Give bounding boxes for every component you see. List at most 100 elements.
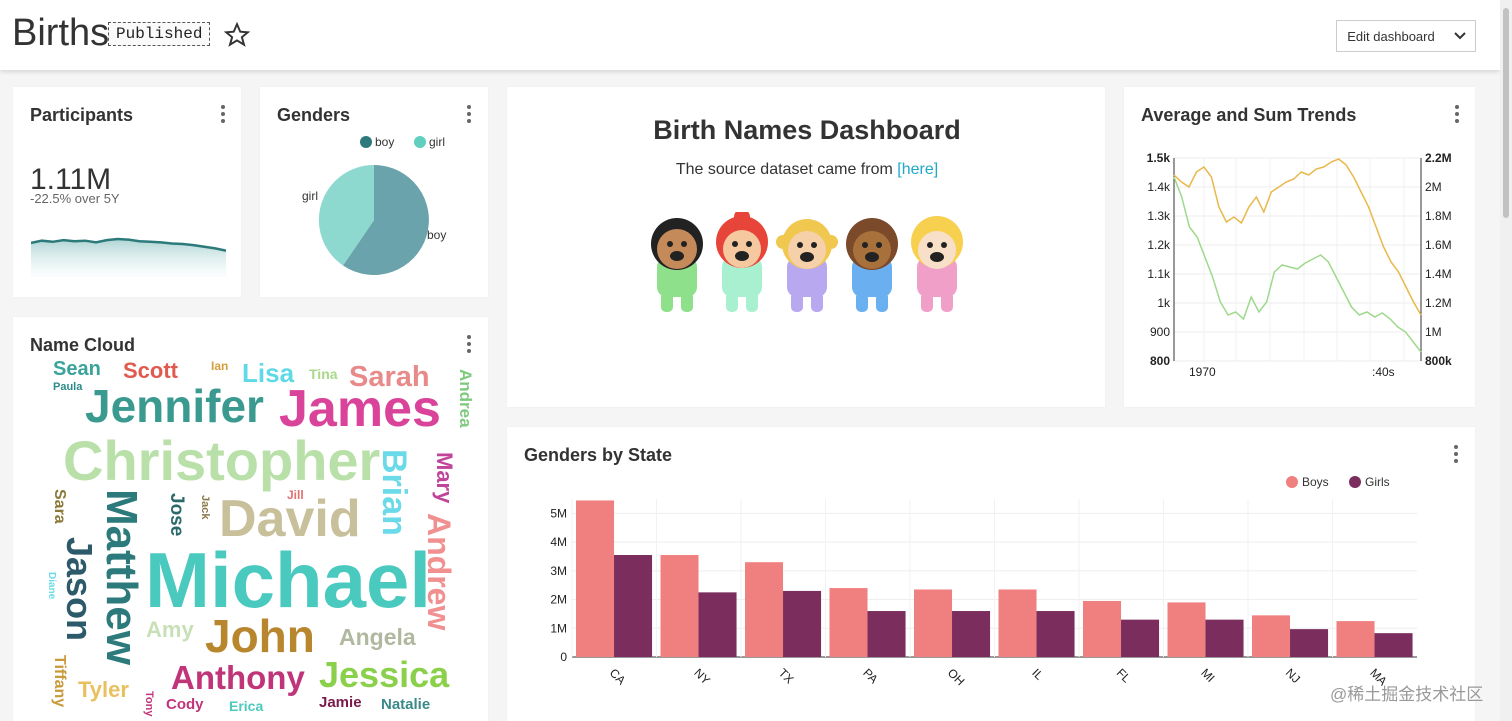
right-axis-tick: 800k bbox=[1425, 354, 1452, 368]
cloud-word[interactable]: Amy bbox=[146, 617, 194, 642]
cloud-word[interactable]: Jose bbox=[166, 493, 187, 537]
dashboard-title[interactable]: Births bbox=[12, 12, 110, 54]
markdown-text: The source dataset came from [here] bbox=[507, 161, 1107, 179]
x-axis-tick: NY bbox=[691, 666, 713, 688]
cloud-word[interactable]: Andrea bbox=[456, 369, 475, 428]
cloud-word[interactable]: Mary bbox=[432, 452, 457, 504]
x-axis-tick: PA bbox=[860, 666, 881, 687]
more-actions-dropdown-button[interactable] bbox=[1444, 20, 1476, 52]
left-axis-tick: 1.3k bbox=[1147, 209, 1171, 223]
trends-title: Average and Sum Trends bbox=[1141, 105, 1357, 125]
bar-girls[interactable] bbox=[1374, 633, 1413, 657]
cloud-word[interactable]: Matthew bbox=[97, 489, 146, 665]
cloud-word[interactable]: Ian bbox=[211, 359, 229, 373]
cloud-word[interactable]: Angela bbox=[339, 624, 416, 650]
favorite-star-icon[interactable] bbox=[224, 22, 250, 48]
bar-girls[interactable] bbox=[1036, 611, 1075, 657]
bar-boys[interactable] bbox=[660, 555, 699, 657]
cloud-word[interactable]: Anthony bbox=[171, 659, 305, 696]
cloud-word[interactable]: Cody bbox=[166, 696, 204, 713]
cloud-word[interactable]: Erica bbox=[229, 698, 264, 714]
bar-boys[interactable] bbox=[1252, 615, 1291, 657]
left-axis-tick: 1.2k bbox=[1147, 238, 1171, 252]
cloud-word[interactable]: Michael bbox=[145, 536, 432, 624]
cloud-word[interactable]: Sarah bbox=[349, 361, 430, 393]
left-axis-tick: 1k bbox=[1157, 296, 1171, 310]
bar-girls[interactable] bbox=[1205, 619, 1244, 657]
left-axis-tick: 1.1k bbox=[1147, 267, 1171, 281]
legend-boy-label: boy bbox=[375, 135, 394, 149]
scrollbar-thumb[interactable] bbox=[1503, 8, 1509, 218]
cloud-word[interactable]: Jamie bbox=[319, 694, 362, 711]
cloud-word[interactable]: Tina bbox=[309, 366, 338, 382]
x-axis-tick: MI bbox=[1198, 666, 1217, 685]
bar-boys[interactable] bbox=[1167, 602, 1206, 657]
bar-boys[interactable] bbox=[1336, 621, 1375, 657]
edit-dashboard-button[interactable]: Edit dashboard bbox=[1336, 20, 1446, 52]
published-badge[interactable]: Published bbox=[108, 22, 211, 46]
bar-boys[interactable] bbox=[914, 589, 953, 657]
cloud-word[interactable]: David bbox=[219, 490, 361, 548]
cloud-word[interactable]: Natalie bbox=[381, 696, 431, 713]
bar-boys[interactable] bbox=[576, 500, 615, 657]
cloud-word[interactable]: Scott bbox=[123, 358, 178, 383]
y-axis-tick: 0 bbox=[560, 650, 567, 664]
legend-girl-dot[interactable] bbox=[414, 136, 426, 148]
kebab-menu-icon[interactable] bbox=[466, 105, 472, 125]
right-axis-tick: 1.6M bbox=[1425, 238, 1452, 252]
cloud-word[interactable]: Jessica bbox=[319, 654, 450, 695]
bar-girls[interactable] bbox=[867, 611, 906, 657]
bar-girls[interactable] bbox=[614, 555, 653, 657]
markdown-heading: Birth Names Dashboard bbox=[653, 115, 961, 145]
cloud-word[interactable]: Christopher bbox=[63, 429, 381, 492]
bar-girls[interactable] bbox=[783, 590, 822, 657]
cloud-word[interactable]: Tony bbox=[143, 691, 155, 717]
bar-boys[interactable] bbox=[998, 589, 1037, 657]
cloud-word[interactable]: Jack bbox=[199, 495, 211, 520]
kebab-menu-icon[interactable] bbox=[220, 105, 226, 125]
kebab-menu-icon[interactable] bbox=[466, 335, 472, 355]
cloud-word[interactable]: Paula bbox=[53, 381, 83, 393]
legend-girl-label: girl bbox=[429, 135, 445, 149]
cloud-word[interactable]: James bbox=[279, 380, 441, 438]
watermark-text: @稀土掘金技术社区 bbox=[1330, 685, 1484, 704]
kebab-menu-icon[interactable] bbox=[1453, 445, 1459, 465]
cloud-word[interactable]: Andrew bbox=[421, 513, 457, 631]
cloud-word[interactable]: Tyler bbox=[78, 677, 129, 702]
cloud-word[interactable]: Brian bbox=[375, 449, 413, 536]
cloud-word[interactable]: Sara bbox=[51, 489, 68, 524]
legend-boys-dot bbox=[1286, 476, 1298, 488]
right-axis-tick: 1.2M bbox=[1425, 296, 1452, 310]
bar-boys[interactable] bbox=[745, 562, 784, 657]
right-axis-tick: 2M bbox=[1425, 180, 1442, 194]
cloud-word[interactable]: John bbox=[205, 610, 315, 662]
cloud-word[interactable]: Jill bbox=[287, 488, 304, 502]
bar-girls[interactable] bbox=[1121, 619, 1160, 657]
participants-change: -22.5% over 5Y bbox=[30, 191, 120, 206]
cloud-word[interactable]: Sean bbox=[53, 358, 101, 380]
kebab-menu-icon[interactable] bbox=[1454, 105, 1460, 125]
pie-slice-boy[interactable] bbox=[343, 165, 429, 275]
left-axis-tick: 1.5k bbox=[1147, 151, 1171, 165]
pie-slice-girl[interactable] bbox=[318, 164, 374, 266]
bar-girls[interactable] bbox=[698, 592, 737, 657]
markdown-source-link[interactable]: [here] bbox=[897, 161, 939, 178]
sparkline-area bbox=[31, 239, 226, 277]
cloud-word[interactable]: Diane bbox=[46, 572, 57, 600]
bar-boys[interactable] bbox=[1083, 600, 1122, 657]
pie-label-boy: boy bbox=[427, 228, 446, 242]
cloud-word[interactable]: Tiffany bbox=[51, 655, 68, 708]
legend-boy-dot[interactable] bbox=[360, 136, 372, 148]
cloud-word[interactable]: Lisa bbox=[242, 358, 295, 388]
bar-girls[interactable] bbox=[952, 611, 991, 657]
chevron-down-icon bbox=[1453, 32, 1466, 40]
dashboard-header: Births Published Edit dashboard bbox=[0, 0, 1500, 70]
bar-boys[interactable] bbox=[829, 588, 868, 657]
markdown-card: Birth Names Dashboard The source dataset… bbox=[507, 87, 1105, 407]
genders-by-state-title: Genders by State bbox=[524, 445, 673, 465]
y-axis-tick: 5M bbox=[550, 506, 567, 520]
cloud-word[interactable]: Jennifer bbox=[85, 380, 264, 432]
bar-girls[interactable] bbox=[1290, 629, 1329, 657]
sparkline-line bbox=[31, 237, 226, 252]
cloud-word[interactable]: Jason bbox=[59, 537, 100, 642]
